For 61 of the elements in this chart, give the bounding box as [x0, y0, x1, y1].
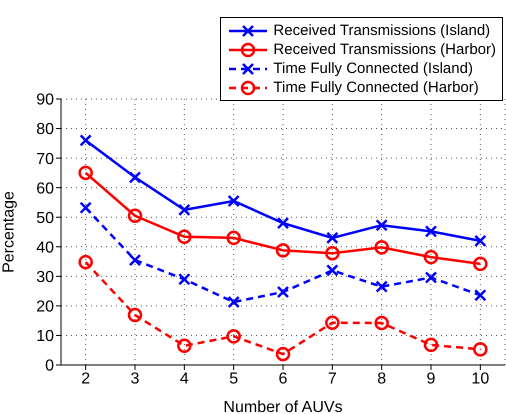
y-axis-title: Percentage — [0, 190, 18, 273]
x-tick-label: 2 — [81, 370, 90, 388]
legend-label: Time Fully Connected (Island) — [273, 60, 473, 77]
point — [78, 254, 93, 270]
point — [178, 273, 191, 286]
point — [276, 243, 290, 258]
point — [276, 346, 290, 362]
point — [474, 234, 487, 248]
point — [78, 166, 93, 180]
x-tick-label: 10 — [471, 370, 490, 388]
point — [276, 286, 290, 298]
y-tick-label: 60 — [36, 180, 54, 198]
legend-label: Received Transmissions (Island) — [273, 22, 490, 39]
y-tick-label: 20 — [36, 298, 54, 316]
point — [326, 264, 339, 277]
x-tick-label: 9 — [426, 370, 436, 388]
point — [424, 271, 438, 284]
legend-label: Received Transmissions (Harbor) — [273, 41, 496, 58]
y-tick-label: 70 — [36, 150, 54, 168]
point — [177, 229, 192, 244]
point — [276, 216, 290, 230]
point — [473, 342, 488, 357]
x-axis-title: Number of AUVs — [223, 399, 343, 414]
x-tick-label: 4 — [180, 370, 189, 388]
point — [374, 316, 389, 330]
x-tick-label: 8 — [377, 370, 386, 388]
point — [424, 250, 438, 264]
y-tick-label: 40 — [36, 239, 54, 256]
point — [79, 134, 92, 147]
y-tick-label: 50 — [36, 210, 54, 227]
point — [128, 171, 142, 184]
point — [128, 308, 142, 322]
point — [178, 204, 191, 216]
point — [227, 296, 240, 308]
point — [128, 208, 142, 223]
point — [79, 202, 92, 214]
point — [177, 338, 192, 354]
point — [375, 218, 388, 232]
point — [325, 246, 340, 261]
point — [227, 194, 240, 208]
point — [226, 329, 241, 344]
y-tick-label: 80 — [36, 121, 54, 138]
point — [226, 230, 241, 246]
x-tick-label: 5 — [229, 370, 238, 388]
point — [375, 280, 388, 293]
legend-label: Time Fully Connected (Harbor) — [273, 79, 479, 96]
point — [473, 256, 488, 272]
point — [128, 254, 142, 266]
y-tick-label: 0 — [45, 358, 54, 375]
y-tick-label: 90 — [36, 92, 54, 109]
point — [326, 232, 339, 244]
x-tick-label: 6 — [278, 370, 288, 388]
y-tick-label: 10 — [36, 328, 54, 346]
point — [374, 240, 389, 255]
point — [474, 289, 487, 302]
x-tick-label: 7 — [328, 370, 337, 388]
point — [424, 225, 438, 238]
point — [424, 338, 438, 352]
point — [325, 315, 340, 330]
x-tick-label: 3 — [130, 370, 140, 388]
y-tick-label: 30 — [36, 269, 54, 286]
